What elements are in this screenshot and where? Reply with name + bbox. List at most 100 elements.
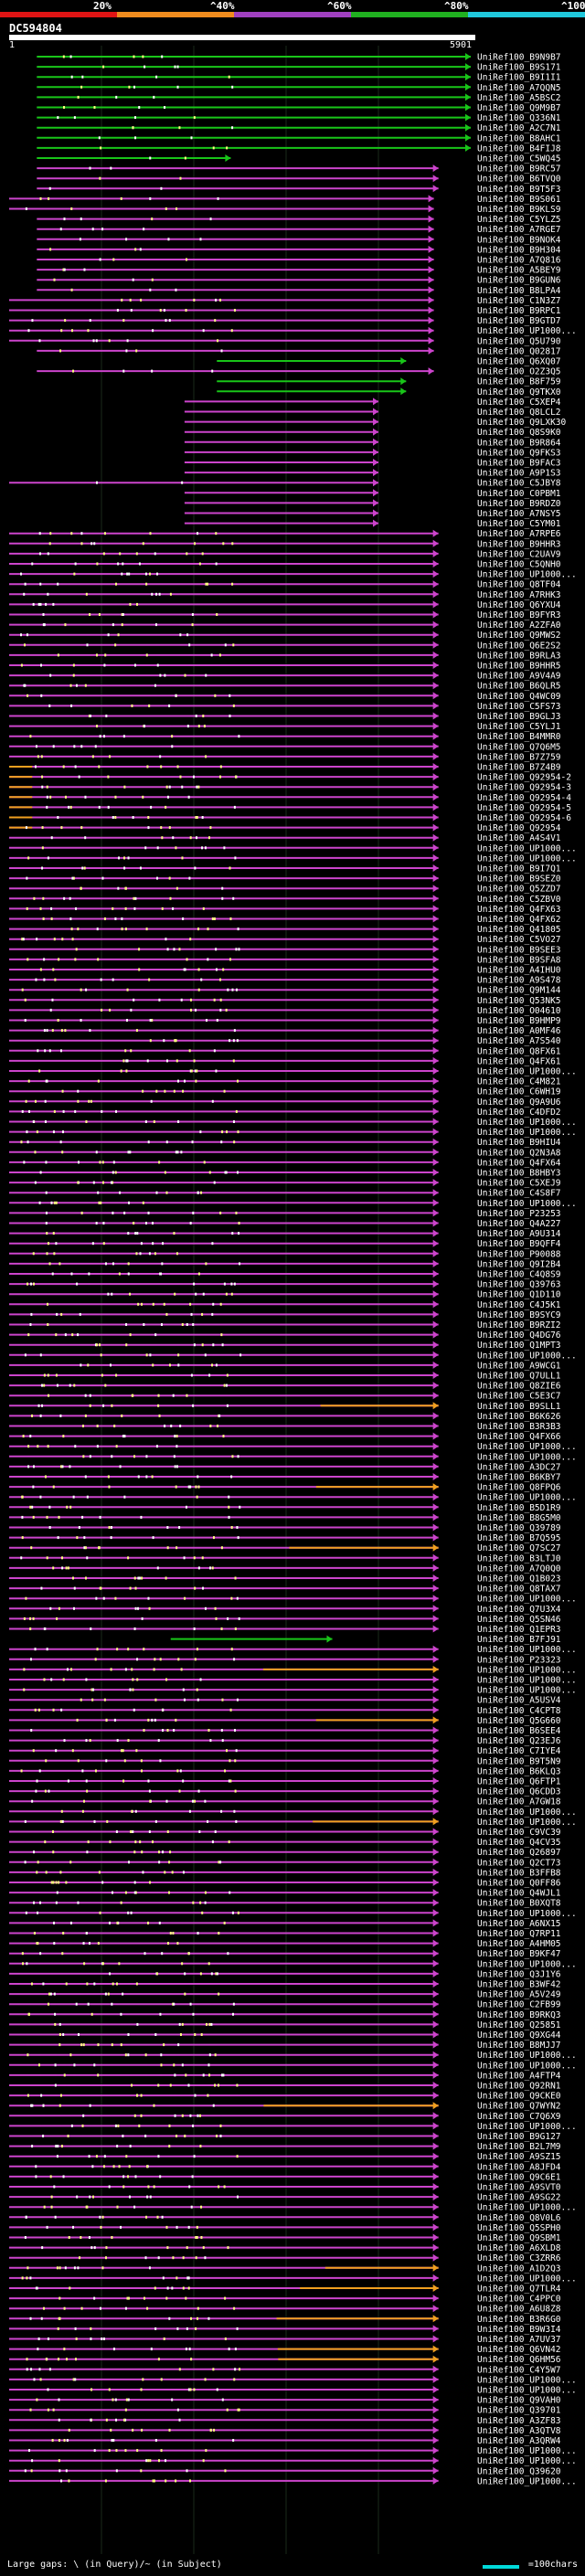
gap-marker xyxy=(123,1211,126,1214)
gap-marker xyxy=(115,582,118,586)
hit-arrow xyxy=(432,560,439,567)
gap-marker xyxy=(129,2195,132,2199)
gap-marker xyxy=(82,1799,85,1803)
gap-marker xyxy=(30,1282,33,1286)
gap-marker xyxy=(27,2094,29,2097)
gap-marker xyxy=(193,1059,196,1063)
gap-marker xyxy=(197,725,200,728)
hit-row: UniRef100_B8F759 xyxy=(217,377,561,387)
gap-marker xyxy=(159,2175,162,2178)
gap-marker xyxy=(103,2155,106,2158)
hit-arrow xyxy=(432,1889,439,1897)
gap-marker xyxy=(52,1485,55,1489)
hit-label: UniRef100_B4FIJ8 xyxy=(477,143,561,154)
gap-marker xyxy=(60,1029,63,1033)
hit-arrow xyxy=(428,205,434,213)
gap-marker xyxy=(29,2408,32,2412)
gap-marker xyxy=(133,1222,135,1224)
hit-arrow xyxy=(373,519,378,527)
hit-row: UniRef100_Q4FX62 xyxy=(9,915,561,925)
gap-marker xyxy=(103,917,106,920)
gap-marker xyxy=(63,217,66,221)
hit-label: UniRef100_A4FTP4 xyxy=(477,2071,561,2081)
gap-marker xyxy=(94,1769,97,1773)
gap-marker xyxy=(32,1617,35,1620)
gap-marker xyxy=(91,755,94,758)
gap-marker xyxy=(175,1150,177,1154)
gap-marker xyxy=(143,1648,145,1651)
hit-label: UniRef100_B9KLS9 xyxy=(477,205,561,215)
hit-row: UniRef100_Q9M9B7 xyxy=(37,103,561,113)
gap-marker xyxy=(38,339,41,343)
gap-marker xyxy=(63,2073,66,2077)
hit-arrow xyxy=(428,256,434,263)
hit-row: UniRef100_A9SVT0 xyxy=(9,2183,561,2193)
gap-marker xyxy=(79,238,81,241)
hit-arrow xyxy=(373,408,378,416)
gap-marker xyxy=(136,1232,139,1235)
gap-marker xyxy=(38,552,41,556)
gap-marker xyxy=(132,816,134,819)
gap-marker xyxy=(127,1911,130,1914)
gap-marker xyxy=(215,298,218,302)
hit-arrow xyxy=(432,2274,439,2282)
hit-label: UniRef100_Q336N1 xyxy=(477,113,561,123)
gap-marker xyxy=(120,1901,122,1904)
gap-marker xyxy=(189,836,192,840)
gap-marker xyxy=(62,1109,65,1113)
gap-marker xyxy=(47,1373,49,1377)
gap-marker xyxy=(38,1201,41,1204)
hit-arrow xyxy=(432,1655,439,1663)
hit-label: UniRef100_O04610 xyxy=(477,1006,561,1016)
gap-marker xyxy=(218,775,221,779)
gap-marker xyxy=(26,906,28,910)
gap-marker xyxy=(51,2439,54,2442)
gap-marker xyxy=(154,552,156,556)
gap-marker xyxy=(146,2165,149,2168)
gap-marker xyxy=(228,1515,230,1519)
hit-label: UniRef100_UP1000... xyxy=(477,1128,577,1138)
hit-arrow xyxy=(432,1209,439,1217)
gap-marker xyxy=(155,1191,158,1194)
gap-marker xyxy=(220,1627,223,1630)
hit-arrow xyxy=(432,925,439,933)
identity-legend: 20%^40%^60%^80%^100% xyxy=(0,0,585,20)
gap-marker xyxy=(62,2175,65,2178)
gap-marker xyxy=(179,775,182,779)
gap-marker xyxy=(168,1363,171,1367)
hit-arrow xyxy=(432,2142,439,2150)
gap-marker xyxy=(202,906,205,910)
gap-marker xyxy=(97,2073,100,2077)
gap-marker xyxy=(112,978,114,981)
gap-marker xyxy=(74,1445,77,1448)
gap-marker xyxy=(115,1373,118,1377)
gap-marker xyxy=(45,1222,48,1224)
gap-marker xyxy=(81,1515,84,1519)
gap-marker xyxy=(217,196,219,200)
gap-marker xyxy=(122,2185,125,2189)
hit-arrow xyxy=(432,2112,439,2120)
gap-marker xyxy=(65,2358,68,2361)
hit-arrow xyxy=(432,1300,439,1309)
gap-marker xyxy=(26,2368,28,2371)
gap-marker xyxy=(123,1435,126,1438)
gap-marker xyxy=(175,1485,177,1489)
hit-row: UniRef100_Q7SC27 xyxy=(9,1543,561,1553)
hit-arrow xyxy=(432,864,439,872)
gap-marker xyxy=(110,1668,112,1671)
gap-marker xyxy=(30,2469,33,2473)
hit-arrow xyxy=(432,1412,439,1420)
gap-marker xyxy=(144,725,146,728)
hit-row: UniRef100_Q1MPT3 xyxy=(9,1341,561,1351)
hit-row: UniRef100_C9VC39 xyxy=(9,1828,561,1838)
gap-marker xyxy=(209,1739,212,1743)
gap-marker xyxy=(95,1150,98,1154)
gap-marker xyxy=(70,532,73,535)
hit-arrow xyxy=(432,651,439,659)
hit-row: UniRef100_Q8FPQ6 xyxy=(9,1483,561,1493)
gap-marker xyxy=(228,2348,230,2351)
gap-marker xyxy=(147,816,150,819)
hit-label: UniRef100_UP1000... xyxy=(477,1199,577,1209)
gap-marker xyxy=(47,856,49,860)
gap-marker xyxy=(58,2439,60,2442)
